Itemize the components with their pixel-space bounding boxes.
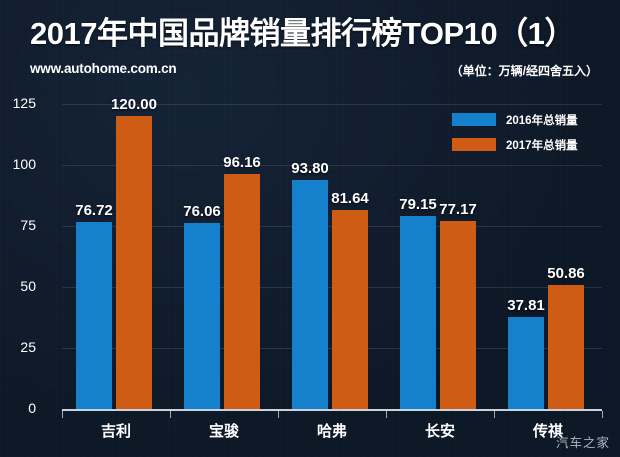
page-title: 2017年中国品牌销量排行榜TOP10（1） — [30, 16, 575, 51]
legend-label: 2016年总销量 — [506, 114, 578, 127]
bar-value-label: 81.64 — [331, 189, 369, 207]
bar-value-label: 37.81 — [507, 296, 545, 314]
bar-group: 37.81 50.86 传祺 — [494, 104, 602, 440]
chart-header: 2017年中国品牌销量排行榜TOP10（1） www.autohome.com.… — [0, 0, 620, 90]
x-axis-tick — [62, 411, 63, 418]
legend-label: 2017年总销量 — [506, 139, 578, 152]
bar-2017[interactable]: 81.64 — [331, 190, 369, 409]
bar-group: 76.72 120.00 吉利 — [62, 96, 170, 440]
unit-note-label: （单位：万辆/经四舍五入） — [450, 64, 598, 78]
bar-value-label: 50.86 — [547, 264, 585, 282]
bar-group: 93.80 81.64 哈弗 — [278, 104, 386, 440]
bar-value-label: 120.00 — [111, 96, 157, 114]
bar-2017[interactable]: 77.17 — [439, 201, 477, 409]
x-axis-line — [62, 409, 602, 411]
plot-area: 0 25 50 75 100 125 76.72 120.00 吉利 76.06 96.16 宝骏 93… — [13, 95, 603, 440]
x-axis-category-label: 哈弗 — [316, 423, 347, 440]
legend-item-2017[interactable]: 2017年总销量 — [452, 135, 578, 154]
bar-2017[interactable]: 50.86 — [547, 265, 585, 409]
bar-value-label: 76.06 — [183, 203, 221, 221]
y-axis-tick-label: 100 — [12, 156, 36, 172]
bar-value-label: 93.80 — [291, 160, 329, 178]
bar-2017[interactable]: 120.00 — [111, 96, 157, 409]
x-axis-tick — [278, 411, 279, 418]
bar-value-label: 96.16 — [223, 154, 261, 172]
y-axis-tick-label: 25 — [20, 339, 36, 355]
x-axis-tick — [386, 411, 387, 418]
x-axis-tick — [494, 411, 495, 418]
chart-legend: 2016年总销量 2017年总销量 — [452, 110, 578, 160]
y-axis-tick-label: 125 — [12, 95, 36, 111]
bar-group: 79.15 77.17 长安 — [386, 104, 494, 440]
legend-item-2016[interactable]: 2016年总销量 — [452, 110, 578, 129]
x-axis-category-label: 传祺 — [532, 423, 563, 440]
bar-value-label: 76.72 — [75, 201, 113, 219]
site-url-label: www.autohome.com.cn — [30, 61, 177, 76]
y-axis-tick-label: 50 — [20, 278, 36, 294]
bar-value-label: 79.15 — [399, 195, 437, 213]
y-axis-tick-label: 75 — [20, 217, 36, 233]
gridline — [62, 165, 602, 166]
bar-2016[interactable]: 76.06 — [183, 203, 221, 409]
x-axis-tick — [602, 411, 603, 418]
bar-2016[interactable]: 37.81 — [507, 297, 545, 409]
legend-swatch-icon — [452, 138, 496, 151]
bar-2016[interactable]: 79.15 — [399, 196, 437, 409]
bar-group: 76.06 96.16 宝骏 — [170, 104, 278, 440]
bar-value-label: 77.17 — [439, 200, 477, 218]
watermark-label: 汽车之家 — [555, 436, 610, 450]
x-axis-category-label: 宝骏 — [208, 423, 239, 440]
x-axis-tick — [170, 411, 171, 418]
bar-2016[interactable]: 76.72 — [75, 202, 113, 409]
gridline — [62, 104, 602, 105]
x-axis-category-label: 吉利 — [100, 423, 131, 440]
bar-2016[interactable]: 93.80 — [291, 160, 329, 409]
y-axis-tick-label: 0 — [28, 400, 36, 416]
bar-2017[interactable]: 96.16 — [223, 154, 261, 409]
x-axis-category-label: 长安 — [424, 423, 455, 440]
legend-swatch-icon — [452, 113, 496, 126]
